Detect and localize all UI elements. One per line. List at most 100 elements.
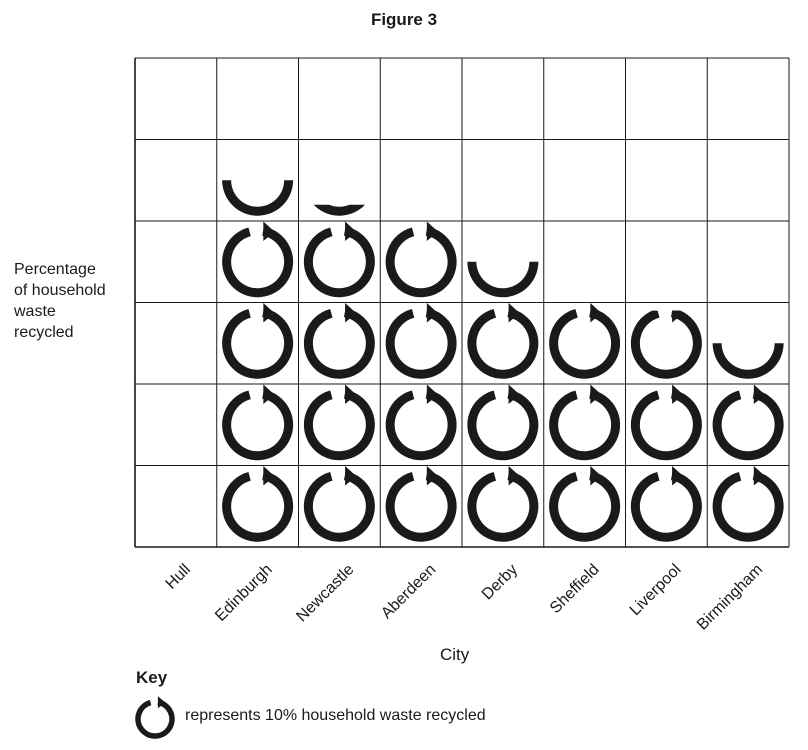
bar-aberdeen bbox=[385, 221, 457, 542]
recycle-arrow-icon bbox=[712, 466, 784, 542]
recycle-ring bbox=[630, 471, 702, 542]
recycle-arrowhead bbox=[345, 140, 356, 159]
recycle-arrowhead bbox=[345, 303, 357, 323]
recycle-ring bbox=[222, 308, 294, 379]
recycle-arrow-icon bbox=[467, 303, 539, 379]
recycle-arrow-icon bbox=[385, 303, 457, 379]
x-tick-label: Derby bbox=[479, 561, 521, 603]
recycle-arrowhead bbox=[672, 466, 684, 486]
recycle-arrow-icon bbox=[712, 303, 784, 379]
y-axis-label-line: of household bbox=[14, 282, 106, 299]
bar-sheffield bbox=[549, 303, 621, 542]
recycle-arrowhead bbox=[426, 303, 439, 323]
bar-newcastle bbox=[303, 140, 375, 542]
y-axis-label: Percentage of household waste recycled bbox=[14, 259, 106, 343]
y-axis-label-line: Percentage bbox=[14, 261, 96, 278]
recycle-arrow-icon bbox=[222, 384, 294, 461]
recycle-arrowhead bbox=[263, 140, 274, 159]
bar-derby bbox=[467, 222, 539, 542]
recycle-arrowhead bbox=[263, 303, 275, 323]
recycle-ring bbox=[467, 308, 539, 379]
recycle-ring bbox=[385, 471, 457, 542]
recycle-arrowhead bbox=[753, 466, 766, 486]
recycle-arrow-icon bbox=[467, 384, 539, 461]
recycle-ring bbox=[630, 389, 702, 461]
recycle-ring bbox=[630, 310, 702, 379]
recycle-ring bbox=[135, 699, 175, 739]
recycle-arrow-icon bbox=[467, 466, 539, 542]
recycle-arrow-icon bbox=[222, 221, 294, 298]
figure-title: Figure 3 bbox=[370, 10, 438, 29]
recycle-arrowhead bbox=[345, 384, 357, 404]
partial-recycle-icon bbox=[222, 140, 294, 216]
recycle-ring bbox=[549, 308, 621, 379]
recycle-arrowhead bbox=[672, 310, 684, 323]
recycle-arrowhead bbox=[508, 466, 520, 486]
recycle-arrowhead bbox=[672, 384, 684, 404]
recycle-arrow-icon bbox=[222, 466, 294, 542]
key-description: represents 10% household waste recycled bbox=[185, 707, 486, 724]
recycle-arrow-icon bbox=[222, 303, 294, 379]
x-tick-label: Liverpool bbox=[627, 561, 685, 619]
partial-recycle-icon bbox=[630, 310, 702, 379]
recycle-ring bbox=[549, 389, 621, 461]
bar-edinburgh bbox=[222, 140, 294, 542]
x-tick-label: Birmingham bbox=[694, 561, 766, 633]
recycle-arrowhead bbox=[509, 222, 520, 241]
recycle-ring bbox=[303, 308, 375, 379]
recycle-ring bbox=[303, 389, 375, 461]
recycle-ring bbox=[313, 204, 366, 216]
recycle-arrow-icon bbox=[303, 466, 375, 542]
recycle-arrowhead bbox=[426, 384, 439, 404]
recycle-arrowhead bbox=[157, 696, 165, 709]
recycle-arrowhead bbox=[753, 384, 766, 404]
recycle-ring bbox=[222, 471, 294, 542]
recycle-arrow-icon bbox=[549, 303, 621, 379]
recycle-arrowhead bbox=[345, 221, 357, 241]
recycle-ring bbox=[467, 389, 539, 461]
pictogram-chart: Hull Edinburgh Newcastle Aberdeen Derby Sheff… bbox=[134, 57, 790, 634]
recycle-ring bbox=[712, 471, 784, 542]
recycle-arrowhead bbox=[508, 384, 520, 404]
recycle-arrowhead bbox=[754, 303, 765, 322]
recycle-arrowhead bbox=[590, 384, 602, 404]
recycle-ring bbox=[467, 471, 539, 542]
recycle-arrowhead bbox=[263, 384, 275, 404]
recycle-arrow-icon bbox=[630, 384, 702, 461]
recycle-arrow-icon bbox=[303, 384, 375, 461]
recycle-arrowhead bbox=[508, 303, 520, 323]
recycle-ring bbox=[712, 343, 784, 379]
partial-recycle-icon bbox=[467, 222, 539, 298]
recycle-arrowhead bbox=[263, 466, 275, 486]
recycle-arrowhead bbox=[426, 466, 439, 486]
key-title: Key bbox=[136, 668, 168, 687]
recycle-ring bbox=[385, 389, 457, 461]
x-tick-label: Hull bbox=[163, 561, 195, 593]
recycle-arrow-icon bbox=[385, 466, 457, 542]
recycle-arrowhead bbox=[426, 221, 439, 241]
recycle-arrow-icon bbox=[467, 222, 539, 298]
recycle-ring bbox=[222, 226, 294, 298]
recycle-ring bbox=[222, 389, 294, 461]
recycle-arrow-icon bbox=[303, 221, 375, 298]
recycle-arrow-icon bbox=[630, 466, 702, 542]
x-tick-label: Aberdeen bbox=[378, 561, 439, 622]
recycle-arrow-icon bbox=[630, 310, 702, 379]
recycle-ring bbox=[303, 226, 375, 298]
x-axis-label: City bbox=[440, 645, 470, 664]
recycle-arrow-icon bbox=[222, 140, 294, 216]
y-axis-label-line: recycled bbox=[14, 324, 74, 341]
recycle-arrowhead bbox=[345, 466, 357, 486]
y-axis-label-line: waste bbox=[14, 303, 56, 320]
bar-birmingham bbox=[712, 303, 784, 542]
recycle-arrow-icon bbox=[549, 384, 621, 461]
recycle-arrowhead bbox=[590, 466, 602, 486]
recycle-ring bbox=[303, 471, 375, 542]
recycle-arrow-icon bbox=[549, 466, 621, 542]
recycle-ring bbox=[385, 226, 457, 298]
recycle-arrow-icon bbox=[385, 221, 457, 298]
recycle-arrow-icon bbox=[385, 384, 457, 461]
recycle-arrow-icon bbox=[712, 384, 784, 461]
bar-liverpool bbox=[630, 310, 702, 542]
recycle-arrow-icon bbox=[313, 140, 366, 216]
